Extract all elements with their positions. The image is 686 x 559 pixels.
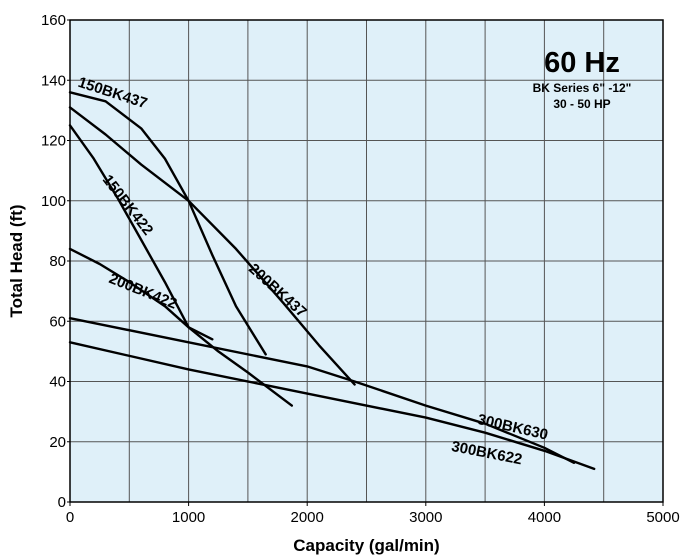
x-axis-title: Capacity (gal/min) <box>293 536 439 555</box>
chart-subtitle-series: BK Series 6" -12" <box>533 81 632 95</box>
series-line-200bk437 <box>68 106 356 386</box>
y-tick-label: 120 <box>41 133 66 150</box>
x-tick-label: 4000 <box>528 509 561 526</box>
y-tick-label: 60 <box>49 313 66 330</box>
series-line-150bk437 <box>68 91 267 356</box>
series-line-300bk630 <box>68 317 576 464</box>
series-lines <box>68 91 596 471</box>
x-tick-label: 0 <box>66 509 74 526</box>
y-tick-label: 0 <box>58 494 66 511</box>
tick-labels: 0 1000 2000 3000 4000 5000 0 20 40 60 80 100 120 140 1… <box>41 12 680 526</box>
series-line-200bk422 <box>68 247 293 407</box>
plot-frame <box>69 19 664 503</box>
y-tick-label: 160 <box>41 12 66 29</box>
x-tick-label: 1000 <box>172 509 205 526</box>
y-axis-title: Total Head (ft) <box>7 204 26 317</box>
y-tick-label: 20 <box>49 434 66 451</box>
y-tick-label: 140 <box>41 72 66 89</box>
y-tick-label: 80 <box>49 253 66 270</box>
x-tick-label: 2000 <box>291 509 324 526</box>
x-tick-label: 5000 <box>646 509 679 526</box>
chart-subtitle-hp: 30 - 50 HP <box>553 97 610 111</box>
y-tick-label: 40 <box>49 374 66 391</box>
x-tick-label: 3000 <box>409 509 442 526</box>
chart-title: 60 Hz <box>544 47 620 79</box>
series-line-300bk622 <box>68 341 596 471</box>
y-tick-label: 100 <box>41 193 66 210</box>
